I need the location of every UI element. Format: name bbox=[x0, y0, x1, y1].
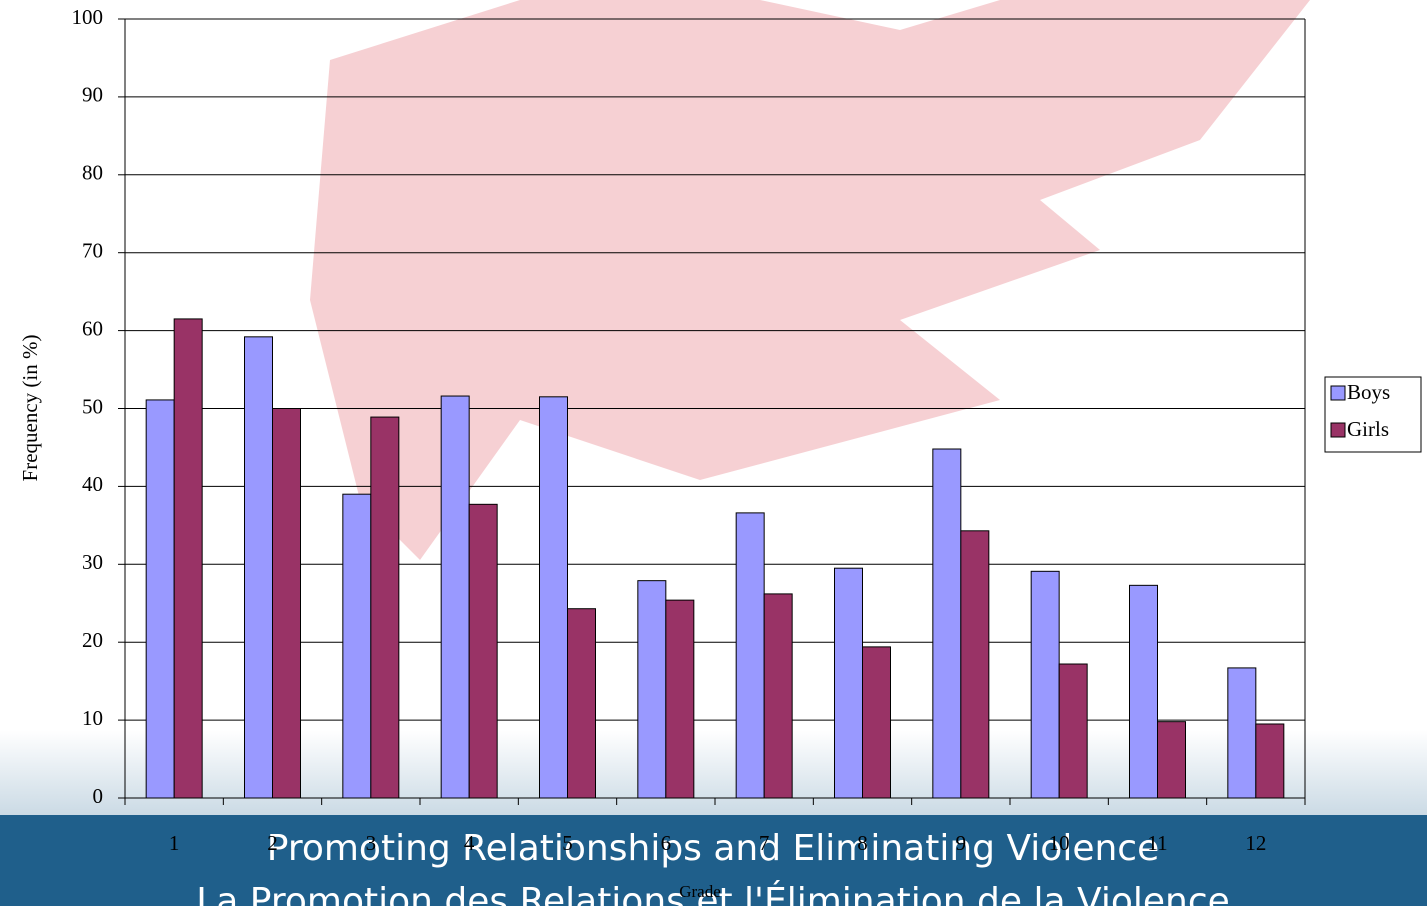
bar bbox=[932, 448, 962, 799]
x-tick-label: 7 bbox=[759, 831, 770, 855]
bar bbox=[763, 593, 793, 799]
bar bbox=[862, 646, 891, 799]
bar bbox=[1157, 721, 1186, 799]
bar bbox=[468, 503, 498, 799]
x-axis-label: Grade bbox=[679, 882, 721, 901]
bar bbox=[960, 530, 990, 799]
y-tick-label: 90 bbox=[82, 83, 103, 107]
y-tick-label: 40 bbox=[82, 472, 103, 496]
y-tick-label: 10 bbox=[82, 706, 103, 730]
bar bbox=[370, 416, 400, 799]
legend-label: Boys bbox=[1347, 380, 1390, 404]
x-tick-label: 5 bbox=[562, 831, 573, 855]
x-tick-label: 3 bbox=[366, 831, 377, 855]
bar bbox=[440, 395, 470, 799]
bar bbox=[173, 318, 203, 799]
bar bbox=[272, 408, 301, 799]
y-tick-label: 70 bbox=[82, 239, 103, 263]
bar bbox=[1227, 667, 1257, 799]
legend-swatch bbox=[1330, 385, 1346, 401]
bar bbox=[834, 567, 863, 799]
x-tick-label: 6 bbox=[661, 831, 672, 855]
y-tick-label: 60 bbox=[82, 316, 103, 340]
y-tick-label: 0 bbox=[93, 784, 104, 808]
x-tick-label: 8 bbox=[857, 831, 868, 855]
y-tick-label: 80 bbox=[82, 161, 103, 185]
x-tick-label: 10 bbox=[1049, 831, 1070, 855]
banner-line: Promoting Relationships and Eliminating … bbox=[267, 828, 1160, 869]
bar bbox=[244, 336, 273, 799]
bar bbox=[1030, 570, 1060, 799]
banner bbox=[0, 815, 1427, 906]
bar bbox=[567, 608, 596, 799]
x-tick-label: 11 bbox=[1147, 831, 1167, 855]
bar bbox=[1129, 584, 1158, 799]
bar bbox=[342, 493, 372, 799]
bar bbox=[665, 599, 695, 799]
banner-line: La Promotion des Relations et l'Éliminat… bbox=[196, 880, 1230, 906]
x-tick-label: 1 bbox=[169, 831, 180, 855]
bar bbox=[145, 399, 175, 799]
bar bbox=[539, 396, 568, 799]
x-tick-label: 4 bbox=[464, 831, 475, 855]
y-axis-label: Frequency (in %) bbox=[18, 335, 42, 482]
legend-swatch bbox=[1330, 422, 1346, 438]
banner-fade bbox=[0, 730, 1427, 818]
y-tick-label: 50 bbox=[82, 394, 103, 418]
x-tick-label: 9 bbox=[956, 831, 967, 855]
bar bbox=[735, 512, 765, 799]
legend: Boys Girls bbox=[1324, 376, 1422, 453]
legend-box bbox=[1324, 376, 1422, 453]
x-tick-label: 2 bbox=[267, 831, 278, 855]
y-tick-label: 100 bbox=[72, 5, 104, 29]
x-tick-label: 12 bbox=[1245, 831, 1266, 855]
bar bbox=[1058, 663, 1088, 799]
y-tick-label: 30 bbox=[82, 550, 103, 574]
bar bbox=[637, 580, 667, 799]
y-tick-label: 20 bbox=[82, 628, 103, 652]
bar bbox=[1255, 723, 1285, 799]
legend-label: Girls bbox=[1347, 417, 1389, 441]
